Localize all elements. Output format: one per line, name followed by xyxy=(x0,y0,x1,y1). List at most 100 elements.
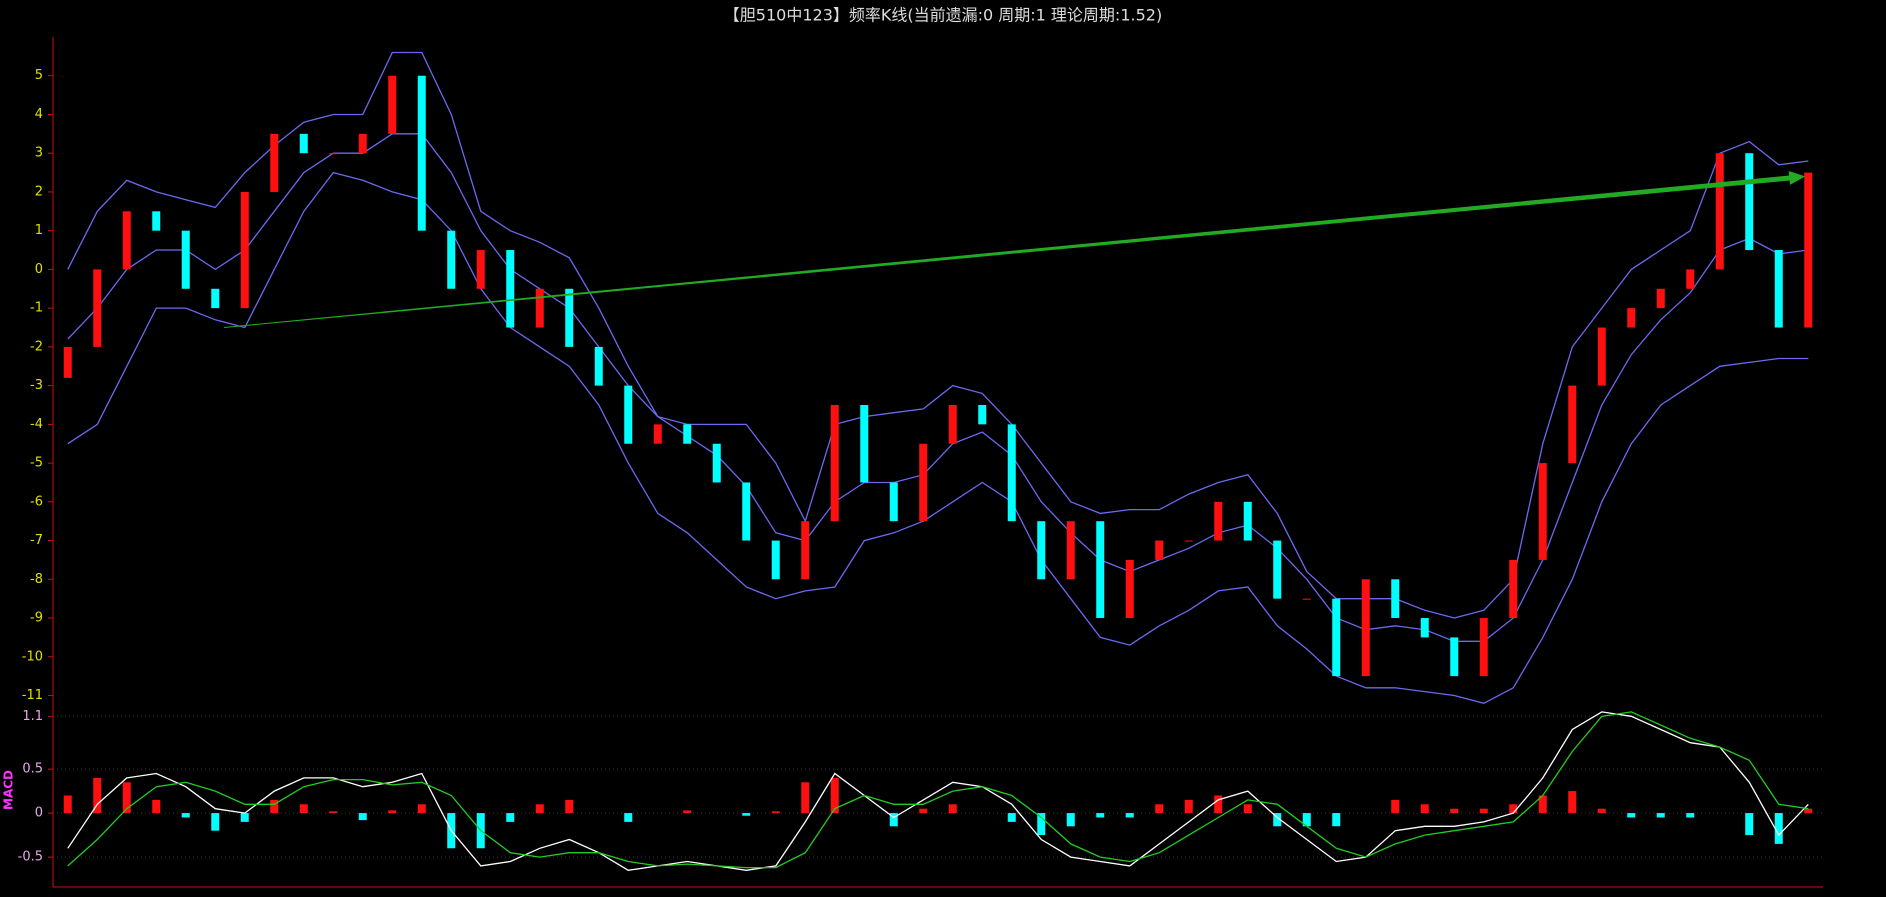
macd-bar xyxy=(1184,799,1193,814)
macd-bar xyxy=(1243,804,1252,814)
candle xyxy=(329,153,338,155)
candle xyxy=(1332,598,1341,677)
macd-bar xyxy=(122,782,131,814)
candle xyxy=(1007,424,1016,522)
candle xyxy=(1184,540,1193,542)
macd-bar xyxy=(152,799,161,814)
candle xyxy=(889,482,898,522)
candle xyxy=(240,191,249,309)
candle xyxy=(152,211,161,231)
macd-bar xyxy=(1214,795,1223,814)
candle xyxy=(299,133,308,154)
y-tick-label: 2 xyxy=(35,184,43,199)
y-tick-label: 1.1 xyxy=(22,709,43,724)
candle xyxy=(1774,250,1783,328)
macd-bar xyxy=(830,777,839,814)
candle xyxy=(771,540,780,580)
macd-bar xyxy=(1273,813,1282,827)
macd-bar xyxy=(1568,791,1577,814)
macd-bar xyxy=(270,799,279,814)
candle xyxy=(1037,521,1046,580)
macd-bar xyxy=(240,813,249,822)
candle xyxy=(476,250,485,289)
candle xyxy=(1391,579,1400,619)
candle xyxy=(653,424,662,444)
chart-title: 【胆510中123】频率K线(当前遗漏:0 周期:1 理论周期:1.52) xyxy=(724,6,1162,25)
y-tick-label: -7 xyxy=(30,533,43,548)
candle xyxy=(63,346,72,378)
candle xyxy=(683,424,692,444)
candle xyxy=(506,250,515,328)
candle xyxy=(1096,521,1105,619)
macd-bar xyxy=(1686,813,1695,818)
macd-bar xyxy=(1066,813,1075,827)
candle xyxy=(1125,559,1134,619)
macd-bar xyxy=(93,777,102,814)
macd-bar xyxy=(1538,795,1547,814)
y-tick-label: -2 xyxy=(30,339,43,354)
candle xyxy=(358,133,367,154)
band-line xyxy=(67,51,1809,619)
candle xyxy=(1568,385,1577,464)
y-tick-label: -11 xyxy=(22,688,43,703)
y-tick-label: -10 xyxy=(22,649,43,664)
candle xyxy=(122,211,131,270)
y-tick-label: 3 xyxy=(35,146,43,161)
macd-bar xyxy=(1420,804,1429,814)
candle xyxy=(742,482,751,541)
macd-bar xyxy=(948,804,957,814)
candle xyxy=(388,75,397,134)
macd-bar xyxy=(889,813,898,827)
candle xyxy=(447,230,456,289)
y-tick-label: 0.5 xyxy=(22,762,43,777)
candle xyxy=(1214,501,1223,541)
candle xyxy=(1627,308,1636,328)
candle xyxy=(624,385,633,444)
macd-bar xyxy=(417,804,426,814)
candle xyxy=(270,133,279,192)
candle xyxy=(1597,327,1606,386)
macd-bar xyxy=(801,782,810,814)
macd-bar xyxy=(329,811,338,814)
macd-bar xyxy=(1450,808,1459,814)
y-tick-label: -3 xyxy=(30,378,43,393)
y-tick-label: -9 xyxy=(30,611,43,626)
candle xyxy=(417,75,426,231)
panel-label: MACD xyxy=(2,770,16,810)
macd-bar xyxy=(63,795,72,814)
candle xyxy=(211,288,220,309)
candle xyxy=(1479,618,1488,677)
candle xyxy=(1450,637,1459,677)
candle xyxy=(1804,172,1813,328)
macd-line xyxy=(67,711,1809,869)
macd-bar xyxy=(1096,813,1105,818)
candle xyxy=(1302,598,1311,600)
macd-bar xyxy=(1007,813,1016,822)
macd-bar xyxy=(1332,813,1341,827)
macd-line xyxy=(67,711,1809,871)
candle xyxy=(1686,269,1695,289)
macd-bar xyxy=(1155,804,1164,814)
macd-bar xyxy=(1509,804,1518,814)
macd-bar xyxy=(742,813,751,816)
macd-bar xyxy=(1479,808,1488,814)
y-tick-label: -1 xyxy=(30,301,43,316)
macd-bar xyxy=(506,813,515,822)
macd-bar xyxy=(1391,799,1400,814)
y-tick-label: -8 xyxy=(30,572,43,587)
macd-bar xyxy=(211,813,220,831)
candle xyxy=(1273,540,1282,599)
macd-bar xyxy=(1804,808,1813,814)
candle xyxy=(830,404,839,522)
macd-bar xyxy=(1774,813,1783,844)
candle xyxy=(919,443,928,522)
trend-arrow xyxy=(224,171,1806,328)
candle xyxy=(801,521,810,580)
candle xyxy=(1361,579,1370,677)
candle xyxy=(535,288,544,328)
macd-bar xyxy=(358,813,367,821)
candle xyxy=(1509,559,1518,619)
candle xyxy=(978,404,987,425)
macd-bar xyxy=(919,808,928,814)
y-tick-label: 5 xyxy=(35,68,43,83)
